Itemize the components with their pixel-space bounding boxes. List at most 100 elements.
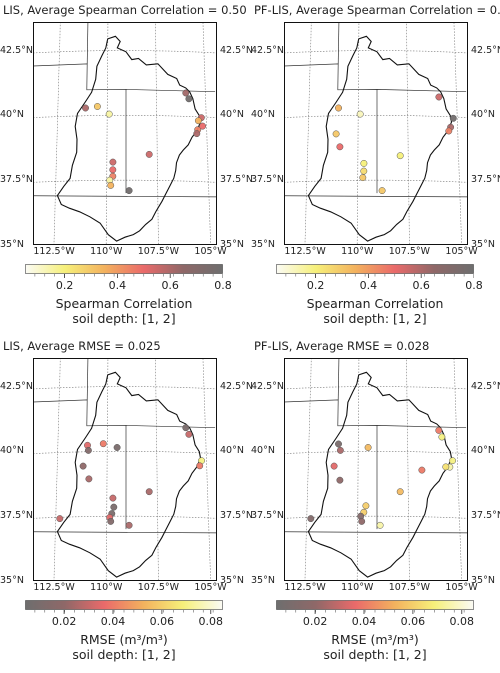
station-point [442, 463, 450, 471]
map-panel-3: LIS, Average RMSE = 0.025 42.5°N 42.5°N 40°… [0, 336, 253, 672]
state-border [33, 63, 216, 93]
station-point [56, 515, 64, 523]
lat-tick-label-left: 40°N [0, 109, 24, 121]
station-point [93, 103, 101, 110]
colorbar-tick-label: 0.08 [449, 615, 475, 628]
lat-tick-label-left: 40°N [0, 445, 24, 457]
lat-tick-label-right: 42.5°N [220, 44, 254, 56]
colorbar [25, 600, 223, 614]
meridian-gridline [304, 358, 312, 581]
map-frame [33, 358, 217, 581]
parallel-gridline [284, 50, 468, 54]
colorbar-label: Spearman Correlation soil depth: [1, 2] [4, 296, 244, 326]
station-point [110, 503, 118, 511]
panel-title: LIS, Average Spearman Correlation = 0.50 [3, 3, 247, 17]
map-panel-2: PF-LIS, Average Spearman Correlation = 0… [251, 0, 500, 336]
station-point [199, 122, 207, 130]
station-point [396, 152, 404, 160]
colorbar-tick-label: 0.04 [100, 615, 126, 628]
colorbar-tick-label: 0.4 [359, 279, 378, 292]
lat-tick-label-right: 35°N [471, 239, 495, 250]
station-point [418, 466, 426, 474]
parallel-gridline [284, 386, 468, 390]
station-point [182, 89, 190, 97]
meridian-gridline [202, 22, 211, 245]
colorbar-tick-label: 0.8 [214, 279, 232, 292]
colorbar-subtitle: soil depth: [1, 2] [323, 311, 427, 326]
parallel-gridline [33, 114, 217, 118]
colorbar-tick-label: 0.2 [55, 279, 74, 292]
lat-tick-label-right: 42.5°N [471, 380, 500, 392]
meridian-gridline [155, 358, 159, 581]
colorbar-title: RMSE (m³/m³) [80, 632, 168, 647]
colorbar-subtitle: soil depth: [1, 2] [72, 647, 176, 662]
station-point [438, 433, 446, 441]
lon-tick-label: 112.5°W [33, 246, 75, 257]
state-border [284, 195, 468, 198]
station-point [196, 462, 204, 470]
meridian-gridline [105, 22, 109, 245]
lat-tick-label-right: 40°N [220, 445, 244, 457]
station-point [113, 444, 121, 451]
state-border [33, 531, 217, 534]
station-point [445, 127, 453, 135]
colorbar-title: Spearman Correlation [306, 296, 444, 311]
lat-tick-label-right: 40°N [471, 109, 495, 121]
meridian-gridline [304, 22, 312, 245]
lon-tick-label: 110°W [341, 582, 374, 593]
colorbar-tick-label: 0.08 [198, 615, 224, 628]
station-point [107, 181, 115, 189]
basin-outline [56, 371, 202, 578]
colorbar-tick-label: 0.06 [400, 615, 426, 628]
station-point [336, 476, 344, 484]
meridian-gridline [453, 358, 462, 581]
lat-tick-label-left: 42.5°N [0, 380, 34, 392]
lon-tick-label: 107.5°W [137, 582, 180, 593]
colorbar-tick-label: 0.02 [51, 615, 77, 628]
colorbar-tick-label: 0.2 [306, 279, 325, 292]
station-point [360, 159, 368, 167]
lat-tick-label-right: 37.5°N [471, 174, 500, 186]
station-point [82, 104, 89, 112]
meridian-gridline [356, 358, 360, 581]
station-point [79, 462, 87, 470]
lon-tick-label: 107.5°W [388, 582, 431, 593]
station-point [396, 488, 404, 496]
station-point [449, 457, 456, 465]
station-point [99, 440, 107, 448]
station-point [109, 166, 117, 174]
parallel-gridline [33, 450, 217, 454]
colorbar-tick-label: 0.4 [108, 279, 127, 292]
colorbar-label: RMSE (m³/m³) soil depth: [1, 2] [255, 632, 495, 662]
colorbar-tick-label: 0.04 [351, 615, 377, 628]
station-point [335, 104, 342, 112]
lon-tick-label: 110°W [90, 246, 123, 257]
parallel-gridline [33, 179, 217, 183]
colorbar-tick-label: 0.06 [149, 615, 175, 628]
map-plot [284, 358, 468, 581]
panel-title: PF-LIS, Average Spearman Correlation = 0… [254, 3, 500, 17]
meridian-gridline [53, 358, 61, 581]
lat-tick-label-right: 37.5°N [220, 174, 254, 186]
state-border [284, 63, 467, 93]
map-plot [33, 22, 217, 245]
colorbar-title: RMSE (m³/m³) [331, 632, 419, 647]
lon-tick-label: 105°W [194, 582, 227, 593]
lon-tick-label: 110°W [341, 246, 374, 257]
colorbar [276, 600, 474, 614]
lon-tick-label: 105°W [445, 582, 478, 593]
lat-tick-label-left: 37.5°N [251, 174, 285, 186]
parallel-gridline [33, 50, 217, 54]
station-point [182, 424, 190, 432]
station-point [145, 488, 153, 496]
state-border [33, 195, 217, 198]
lat-tick-label-right: 35°N [220, 575, 244, 586]
map-frame [284, 358, 468, 581]
colorbar-tick-label: 0.02 [302, 615, 328, 628]
meridian-gridline [105, 358, 109, 581]
basin-outline [307, 371, 453, 578]
lon-tick-label: 112.5°W [284, 582, 326, 593]
lat-tick-label-left: 40°N [251, 109, 275, 121]
station-point [194, 117, 202, 125]
lon-tick-label: 110°W [90, 582, 123, 593]
